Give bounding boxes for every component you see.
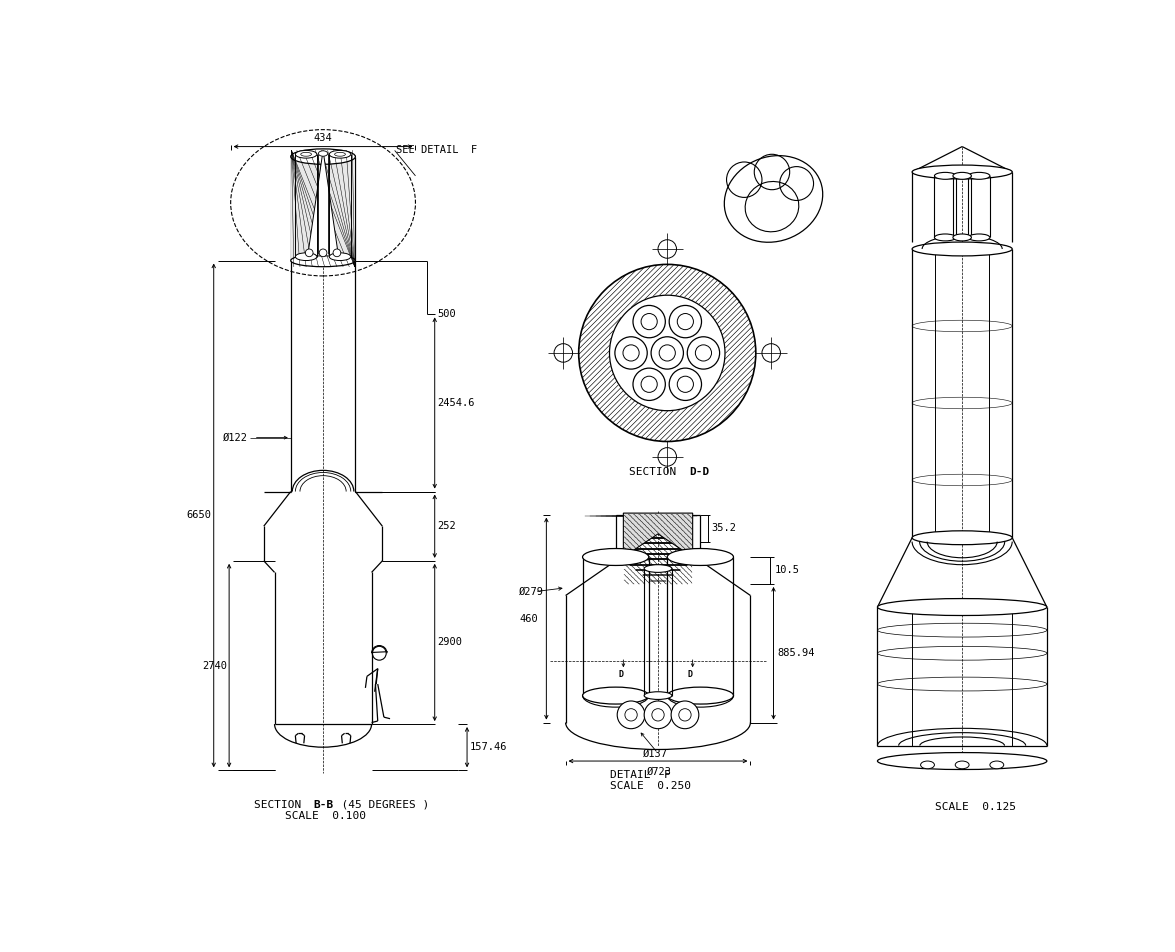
Text: 35.2: 35.2 xyxy=(711,523,737,533)
Text: SCALE  0.125: SCALE 0.125 xyxy=(935,803,1016,812)
Ellipse shape xyxy=(955,761,969,769)
Text: Ø723: Ø723 xyxy=(646,766,671,777)
Circle shape xyxy=(644,701,672,728)
Text: DETAIL  F: DETAIL F xyxy=(610,770,671,780)
Circle shape xyxy=(633,368,665,401)
Text: SECTION: SECTION xyxy=(629,467,690,477)
Ellipse shape xyxy=(295,150,317,158)
Ellipse shape xyxy=(667,687,733,704)
Polygon shape xyxy=(308,150,338,256)
Circle shape xyxy=(306,249,313,257)
Text: D-D: D-D xyxy=(690,467,710,477)
Ellipse shape xyxy=(934,172,956,179)
Text: 434: 434 xyxy=(314,132,333,143)
Ellipse shape xyxy=(968,172,989,179)
Ellipse shape xyxy=(953,234,972,241)
Ellipse shape xyxy=(644,565,672,572)
Ellipse shape xyxy=(934,234,956,241)
Circle shape xyxy=(687,337,719,369)
Ellipse shape xyxy=(318,150,328,156)
Polygon shape xyxy=(290,156,355,261)
Circle shape xyxy=(671,701,699,728)
Ellipse shape xyxy=(953,172,972,179)
Text: D: D xyxy=(687,670,693,680)
Ellipse shape xyxy=(968,234,989,241)
Ellipse shape xyxy=(583,548,649,565)
Circle shape xyxy=(617,701,645,728)
Text: 2740: 2740 xyxy=(202,661,227,670)
Text: 885.94: 885.94 xyxy=(778,648,815,658)
Text: Ø122: Ø122 xyxy=(222,432,248,443)
Text: 6650: 6650 xyxy=(187,510,212,521)
Ellipse shape xyxy=(1073,627,1090,648)
Ellipse shape xyxy=(912,242,1012,256)
Text: 10.5: 10.5 xyxy=(776,565,800,575)
Text: 2454.6: 2454.6 xyxy=(437,398,475,408)
Ellipse shape xyxy=(878,599,1047,616)
Ellipse shape xyxy=(290,149,355,165)
Ellipse shape xyxy=(644,692,672,700)
Text: (45 DEGREES ): (45 DEGREES ) xyxy=(329,800,430,810)
Text: 157.46: 157.46 xyxy=(469,743,506,752)
Ellipse shape xyxy=(1070,626,1093,637)
Circle shape xyxy=(670,368,701,401)
Circle shape xyxy=(615,337,647,369)
Text: SCALE  0.250: SCALE 0.250 xyxy=(610,782,691,791)
Circle shape xyxy=(579,265,756,442)
Ellipse shape xyxy=(583,687,649,704)
Ellipse shape xyxy=(329,253,351,261)
Text: Ø279: Ø279 xyxy=(519,586,544,597)
Circle shape xyxy=(333,249,341,257)
Circle shape xyxy=(670,306,701,338)
Ellipse shape xyxy=(329,150,351,158)
Circle shape xyxy=(651,337,684,369)
Polygon shape xyxy=(624,513,693,557)
Circle shape xyxy=(320,249,327,257)
Text: 500: 500 xyxy=(437,309,456,320)
Ellipse shape xyxy=(989,761,1003,769)
Circle shape xyxy=(633,306,665,338)
Text: 2900: 2900 xyxy=(437,638,462,647)
Text: SCALE  0.100: SCALE 0.100 xyxy=(284,811,365,822)
Ellipse shape xyxy=(912,531,1012,545)
Ellipse shape xyxy=(920,761,934,769)
Ellipse shape xyxy=(667,548,733,565)
Ellipse shape xyxy=(295,253,317,261)
Text: SEE DETAIL  F: SEE DETAIL F xyxy=(396,146,477,155)
Ellipse shape xyxy=(912,165,1012,179)
Text: D: D xyxy=(618,670,624,680)
Text: 460: 460 xyxy=(519,614,538,624)
Circle shape xyxy=(610,295,725,410)
Text: 252: 252 xyxy=(437,521,456,531)
Text: Ø137: Ø137 xyxy=(643,748,667,759)
Ellipse shape xyxy=(290,254,355,267)
Text: B-B: B-B xyxy=(314,800,334,810)
Text: SECTION: SECTION xyxy=(254,800,315,810)
Ellipse shape xyxy=(878,753,1047,769)
